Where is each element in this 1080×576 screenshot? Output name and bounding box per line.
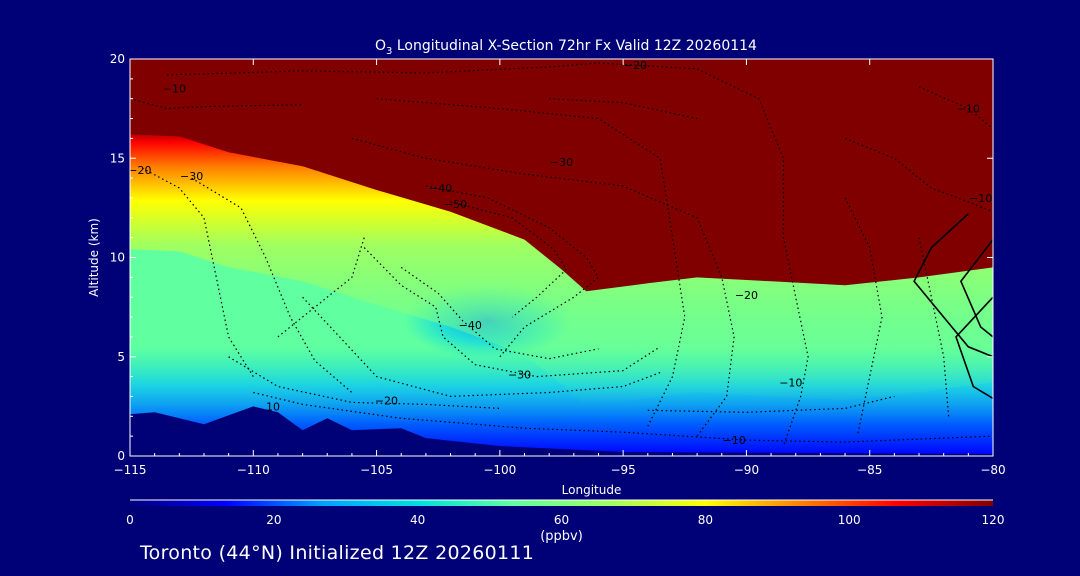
contour-label: −30 [180,170,203,183]
contour-line [844,197,883,437]
colorbar-tick-label: 80 [698,513,713,527]
x-tick-label: −110 [237,463,270,477]
positive-contour-line [913,213,993,358]
x-tick-label: −90 [734,463,759,477]
contour-label: −20 [735,289,758,302]
x-tick-label: −85 [857,463,882,477]
contour-line [425,185,600,358]
chart-title-species: O [375,38,386,54]
contour-lines [130,62,993,447]
x-tick-label: −80 [980,463,1005,477]
contour-label: −50 [444,198,467,211]
contour-line [844,137,993,213]
x-tick-label: −95 [610,463,635,477]
y-tick-label: 15 [110,151,125,165]
contour-label: −40 [429,182,452,195]
terrain [130,406,993,456]
contour-line [130,98,303,110]
colorbar: 0 20 40 60 80 100 120 [126,499,1005,527]
contour-label: −20 [624,59,647,72]
contour-line [351,137,735,437]
y-tick-label: 10 [110,251,125,265]
colorbar-unit: (ppbv) [540,529,583,544]
contour-label: −30 [550,156,573,169]
x-axis: −115 −110 −105 −100 −95 −90 −85 −80 [114,59,1006,477]
contour-label: −10 [722,434,745,447]
contour-label: −10 [957,103,980,116]
colorbar-tick-label: 20 [266,513,281,527]
colorbar-tick-label: 40 [410,513,425,527]
x-tick-label: −100 [483,463,516,477]
y-tick-label: 20 [110,52,125,66]
chart-title-subscript: 3 [386,46,392,57]
footer-caption: Toronto (44°N) Initialized 12Z 20260111 [140,542,535,564]
colorbar-tick-label: 0 [126,513,134,527]
contour-label: 10 [266,400,280,413]
chart-title-rest: Longitudinal X-Section 72hr Fx Valid 12Z… [392,38,757,54]
x-tick-label: −105 [360,463,393,477]
y-tick-label: 5 [117,350,125,364]
contour-line [918,237,950,417]
plot-area: −10 −20 −10 −20 −30 −30 −40 −50 −10 −20 −40 −30 −20 −… [128,59,993,456]
positive-contour-line [955,296,993,400]
contour-line [450,201,568,318]
x-tick-label: −115 [114,463,147,477]
contour-label: −10 [163,83,186,96]
y-axis-label: Altitude (km) [87,218,101,297]
colorbar-tick-label: 120 [982,513,1005,527]
colorbar-tick-label: 60 [554,513,569,527]
contour-label: −20 [128,164,151,177]
positive-contour-lines [913,213,993,400]
contour-line [598,62,809,447]
contour-label: −10 [779,377,802,390]
y-axis: 0 5 10 15 20 [110,52,993,463]
contour-line [302,296,661,398]
contour-line [277,237,365,338]
colorbar-strip [130,500,993,506]
contour-label: −10 [969,192,992,205]
colorbar-tick-label: 100 [838,513,861,527]
contour-label: −30 [508,369,531,382]
contour-line [191,177,353,393]
contour-label: −40 [459,319,482,332]
positive-contour-line [959,239,993,338]
y-tick-label: 0 [117,449,125,463]
contour-label: −20 [375,394,398,407]
contour-labels: −10 −20 −10 −20 −30 −30 −40 −50 −10 −20 −40 −30 −20 −… [128,59,992,447]
stratospheric-ozone-region [130,59,993,292]
contour-line [376,98,686,427]
contour-line [363,247,661,378]
contour-line [166,62,599,76]
chart-title: O3 Longitudinal X-Section 72hr Fx Valid … [375,38,757,57]
x-axis-label: Longitude [562,483,622,497]
